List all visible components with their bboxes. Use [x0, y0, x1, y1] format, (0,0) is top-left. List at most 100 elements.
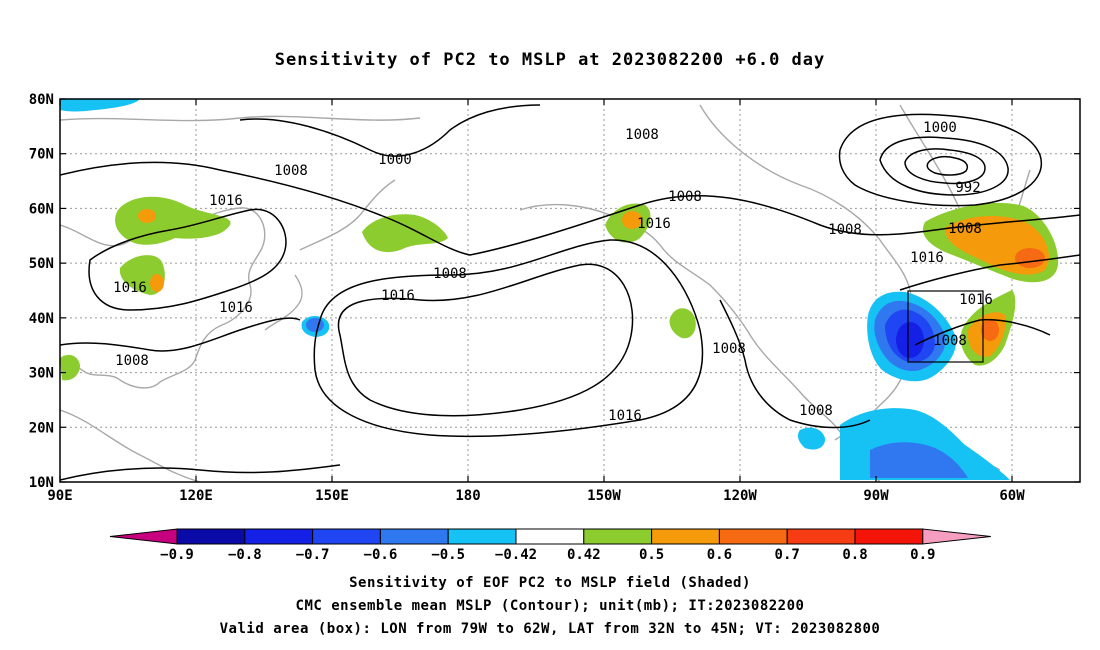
lat-tick-label: 40N [29, 311, 54, 327]
lat-tick-label: 20N [29, 420, 54, 436]
colorbar-label: 0.42 [567, 547, 601, 563]
shade-positive-china-core [150, 274, 164, 292]
contour-1000-low-outer [838, 113, 1043, 207]
colorbar-label: −0.5 [431, 547, 465, 563]
contour-label-1008-g: 1008 [799, 403, 833, 419]
colorbar-swatch [583, 528, 653, 545]
shade-positive-siberia-1 [115, 196, 231, 245]
lon-tick-label: 150W [587, 488, 621, 504]
colorbar-label: 0.6 [707, 547, 732, 563]
contour-label-1000-b: 1000 [923, 120, 957, 136]
colorbar-label: −0.8 [228, 547, 262, 563]
shade-negative-arctic [60, 99, 140, 112]
colorbar-label: 0.9 [910, 547, 935, 563]
contour-label-1016-c: 1016 [219, 300, 253, 316]
coastline-japan [264, 274, 303, 331]
mslp-contours [60, 104, 1080, 481]
contour-label-1008-e: 1008 [668, 189, 702, 205]
contour-label-1008-c: 1008 [433, 266, 467, 282]
colorbar-label: 0.5 [639, 547, 664, 563]
colorbar-label: 0.7 [775, 547, 800, 563]
lat-tick-label: 10N [29, 475, 54, 491]
contour-1008-midlatitude [60, 161, 1080, 256]
lat-tick-label: 70N [29, 147, 54, 163]
contour-1000-north [239, 104, 541, 157]
map-frame [59, 98, 1081, 483]
colorbar-label: −0.9 [160, 547, 194, 563]
shade-positive-atlantic-max [981, 319, 999, 341]
colorbar-swatch [244, 528, 314, 545]
contour-label-1016-d: 1016 [381, 288, 415, 304]
contour-label-1008-j: 1008 [933, 333, 967, 349]
contour-1016-west-pacific-high [337, 263, 634, 417]
lat-tick-label: 60N [29, 201, 54, 217]
contour-1008-east-pacific [719, 299, 871, 429]
lat-tick-label: 80N [29, 92, 54, 108]
contour-label-1008-h: 1008 [828, 222, 862, 238]
shade-positive-pacific [669, 308, 696, 339]
shade-positive-siberia-2 [138, 209, 156, 223]
contour-label-1016-e: 1016 [637, 216, 671, 232]
colorbar-label: −0.42 [495, 547, 537, 563]
contour-label-1008-f: 1008 [712, 341, 746, 357]
contour-labels: 1000 1008 1016 1016 1016 1008 1008 1016 … [113, 120, 993, 424]
shade-positive-gulf-alaska-core [622, 211, 642, 229]
colorbar-under-triangle [109, 528, 178, 545]
contour-label-1008-d: 1008 [625, 127, 659, 143]
lon-tick-label: 90E [47, 488, 72, 504]
contour-1008-atlantic [914, 318, 1051, 346]
lon-tick-label: 120E [179, 488, 213, 504]
contour-label-1016-h: 1016 [959, 292, 993, 308]
coastline-north-america [699, 104, 912, 441]
lon-tick-label: 150E [315, 488, 349, 504]
contour-992-low-core [926, 155, 969, 176]
caption-line-3: Valid area (box): LON from 79W to 62W, L… [219, 621, 881, 637]
colorbar-label: −0.7 [296, 547, 330, 563]
contour-1008-asia-south [60, 317, 301, 352]
caption-line-2: CMC ensemble mean MSLP (Contour); unit(m… [295, 598, 805, 614]
shade-positive-west-pacific [60, 354, 80, 381]
coastline-southeast-asia [60, 409, 201, 482]
shade-negative-caribbean [870, 442, 968, 478]
contour-label-1016-f: 1016 [608, 408, 642, 424]
valid-area-box [907, 290, 984, 363]
lat-tick-label: 50N [29, 256, 54, 272]
colorbar-swatch [651, 528, 720, 545]
contour-1016-pacific-outer [313, 239, 704, 438]
colorbar-swatch [718, 528, 788, 545]
contour-1016-asia [88, 208, 287, 311]
colorbar-label: −0.6 [364, 547, 398, 563]
colorbar-swatch [176, 528, 246, 545]
contour-label-1016-a: 1016 [209, 193, 243, 209]
caption-line-1: Sensitivity of EOF PC2 to MSLP field (Sh… [349, 575, 751, 591]
lon-tick-label: 180 [455, 488, 480, 504]
lon-tick-label: 60W [999, 488, 1025, 504]
shade-negative-japan-core [306, 318, 324, 332]
lon-tick-label: 120W [723, 488, 757, 504]
colorbar-over-triangle [922, 528, 991, 545]
shade-positive-kamchatka [362, 214, 448, 253]
colorbar-swatch [312, 528, 381, 545]
shade-positive-labrador-max [1015, 248, 1045, 268]
shade-negative-east-pacific [797, 427, 826, 450]
contour-label-1008-a: 1008 [274, 163, 308, 179]
contour-label-992: 992 [955, 180, 980, 196]
colorbar-swatch [786, 528, 856, 545]
shade-negative-us-east-max [896, 322, 924, 358]
colorbar-swatch [515, 528, 585, 545]
contour-label-1000-a: 1000 [378, 152, 412, 168]
contour-label-1016-g: 1016 [910, 250, 944, 266]
latitude-axis: 80N 70N 60N 50N 40N 30N 20N 10N [29, 92, 1080, 491]
contour-1008-tropics [60, 464, 341, 481]
coastline-kamchatka [299, 179, 396, 251]
colorbar-swatch [854, 528, 924, 545]
figure-title: Sensitivity of PC2 to MSLP at 2023082200… [274, 50, 826, 70]
colorbar-label: 0.8 [842, 547, 867, 563]
longitude-axis: 90E 120E 150E 180 150W 120W 90W 60W [47, 99, 1025, 504]
contour-label-1008-i: 1008 [948, 221, 982, 237]
coastline-arctic [60, 115, 421, 122]
colorbar-swatch [379, 528, 449, 545]
colorbar-swatch [447, 528, 517, 545]
contour-1016-atlantic [899, 254, 1080, 291]
